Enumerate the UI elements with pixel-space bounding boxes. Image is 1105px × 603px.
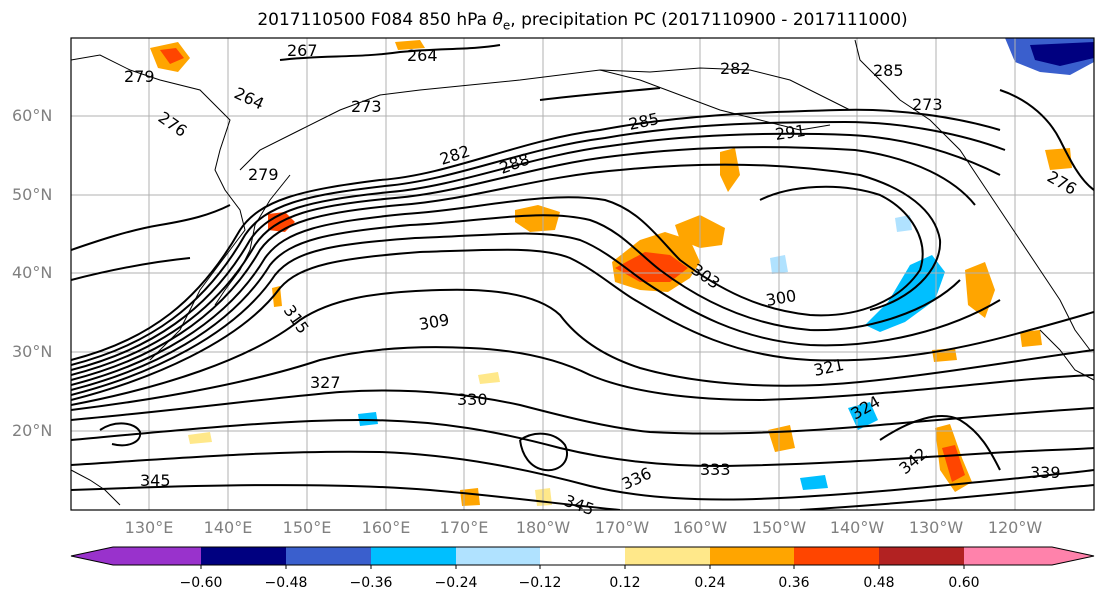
colorbar-min-arrow <box>71 547 113 565</box>
colorbar-segment <box>456 547 540 565</box>
precip-patch <box>160 48 184 64</box>
colorbar-segment <box>794 547 879 565</box>
precip-patch <box>515 205 560 232</box>
precip-patch <box>1030 42 1094 66</box>
precip-patch <box>942 445 965 482</box>
lon-label: 160°E <box>361 518 411 537</box>
colorbar-outline <box>70 546 1095 566</box>
precip-patch <box>188 432 212 444</box>
contour-label: 273 <box>351 97 382 116</box>
contour-label: 291 <box>774 121 807 144</box>
colorbar-segment <box>286 547 371 565</box>
colorbar-max-arrow <box>1052 547 1094 565</box>
contour-label: 279 <box>248 165 279 184</box>
contour-label: 333 <box>700 460 731 479</box>
contour-label: 345 <box>140 471 171 490</box>
colorbar-tick-label: 0.48 <box>863 575 895 591</box>
precip-patch <box>848 402 878 430</box>
colorbar-tick-label: 0.36 <box>778 575 810 591</box>
contour-label: 330 <box>457 390 488 409</box>
lon-label: 130°E <box>124 518 174 537</box>
lon-label: 130°W <box>908 518 964 537</box>
lon-label: 170°E <box>439 518 489 537</box>
lon-label: 140°E <box>203 518 253 537</box>
colorbar-segment <box>540 547 625 565</box>
colorbar-segment <box>201 547 286 565</box>
map-title: 2017110500 F084 850 hPa θe, precipitatio… <box>257 10 908 33</box>
colorbar-tick-label: −0.60 <box>179 575 223 591</box>
colorbar-segment <box>371 547 456 565</box>
precip-patch <box>895 215 912 232</box>
colorbar-tick-label: 0.24 <box>694 575 726 591</box>
lon-label: 120°W <box>987 518 1043 537</box>
contour-label: 273 <box>912 95 943 114</box>
colorbar-tick-label: 0.12 <box>609 575 641 591</box>
contour-label: 285 <box>873 61 904 80</box>
lon-label: 140°W <box>829 518 885 537</box>
colorbar-segment <box>964 547 1052 565</box>
colorbar-segment <box>113 547 201 565</box>
colorbar-tick-label: −0.24 <box>434 575 478 591</box>
colorbar-tick-label: −0.48 <box>264 575 308 591</box>
lat-label-50n: 50°N <box>12 185 53 204</box>
precip-patch <box>1020 330 1042 347</box>
colorbar <box>70 546 1095 569</box>
precip-patch <box>460 488 480 506</box>
lon-label: 150°W <box>751 518 807 537</box>
contour-label: 339 <box>1030 463 1061 482</box>
precip-patch <box>800 475 828 490</box>
precip-patch <box>272 286 282 307</box>
precip-patch <box>395 40 425 50</box>
colorbar-tick-label: −0.12 <box>518 575 562 591</box>
precip-patch <box>965 262 995 318</box>
lon-label: 150°E <box>282 518 332 537</box>
precip-patch <box>358 412 378 426</box>
contour-label: 264 <box>407 46 438 65</box>
theta-e-contours <box>71 44 1094 510</box>
precip-patch <box>865 255 945 332</box>
map-frame <box>70 37 1095 511</box>
lat-label-30n: 30°N <box>12 342 53 361</box>
colorbar-segment <box>710 547 794 565</box>
colorbar-segment <box>625 547 710 565</box>
lon-label: 170°W <box>594 518 650 537</box>
precip-patch <box>720 148 740 192</box>
lon-label: 160°W <box>672 518 728 537</box>
precip-patch <box>1045 148 1072 170</box>
lat-label-40n: 40°N <box>12 263 53 282</box>
colorbar-tick-label: −0.36 <box>349 575 393 591</box>
colorbar-segment <box>879 547 964 565</box>
lat-label-20n: 20°N <box>12 421 53 440</box>
graticule <box>71 38 1094 510</box>
contour-label: 279 <box>124 67 155 86</box>
colorbar-tick-label: 0.60 <box>948 575 980 591</box>
contour-label: 282 <box>720 59 751 78</box>
contour-label: 267 <box>287 41 318 60</box>
contour-label: 327 <box>310 373 341 392</box>
lon-label: 180°W <box>515 518 571 537</box>
precip-shading <box>150 38 1094 506</box>
lat-label-60n: 60°N <box>12 106 53 125</box>
precip-patch <box>478 372 500 384</box>
